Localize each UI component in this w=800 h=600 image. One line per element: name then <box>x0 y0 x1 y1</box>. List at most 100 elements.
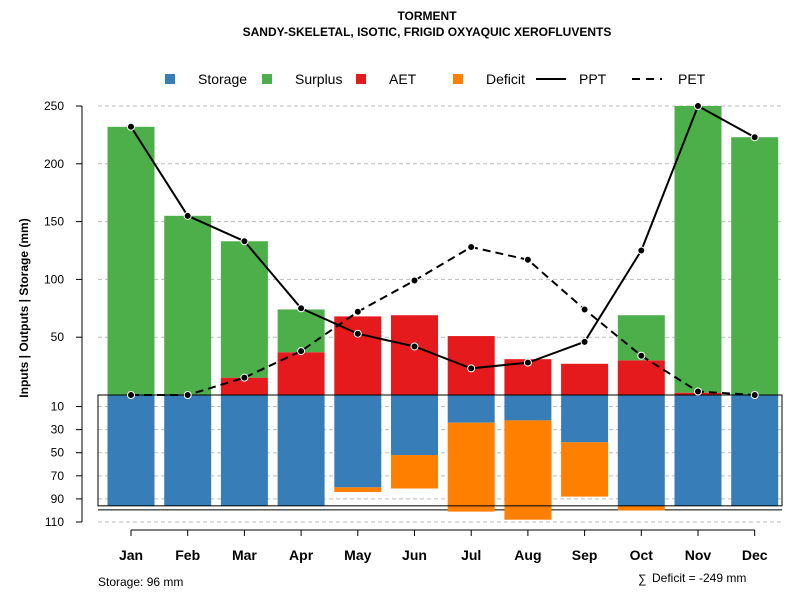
legend: Storage Surplus AET Deficit PPT PET <box>165 71 706 87</box>
bar-deficit <box>504 420 552 520</box>
x-tick-label: Sep <box>572 547 598 563</box>
bar-deficit <box>447 422 495 512</box>
legend-label-ppt: PPT <box>579 71 607 87</box>
bar-deficit <box>334 487 382 492</box>
bar-deficit <box>391 455 438 489</box>
y-tick-label: 50 <box>51 446 65 460</box>
y-tick-label: 90 <box>51 492 65 506</box>
ppt-line-point <box>353 329 362 338</box>
chart-subtitle: SANDY-SKELETAL, ISOTIC, FRIGID OXYAQUIC … <box>243 25 612 39</box>
bar-deficit <box>617 505 665 511</box>
ppt-line-point <box>297 304 306 313</box>
pet-line-point <box>467 243 476 252</box>
pet-line <box>131 245 755 396</box>
bar-aet <box>561 363 609 395</box>
x-tick-label: Apr <box>289 547 314 563</box>
storage-capacity-box <box>97 394 783 507</box>
bar-storage <box>617 395 665 506</box>
bar-storage <box>277 395 325 506</box>
legend-label-surplus: Surplus <box>295 71 342 87</box>
axes: 50 100 150 200 250 10 30 50 70 90 110 Jan Feb Mar Apr M… <box>44 99 768 563</box>
x-tick-label: Nov <box>685 547 712 563</box>
x-tick-label: Mar <box>232 547 257 563</box>
legend-swatch-storage <box>165 74 175 84</box>
bar-aet <box>334 316 382 395</box>
legend-label-storage: Storage <box>198 71 247 87</box>
x-tick-label: May <box>344 547 371 563</box>
y-tick-label: 70 <box>51 469 65 483</box>
bar-aet <box>391 315 438 395</box>
legend-label-aet: AET <box>389 71 417 87</box>
bar-surplus <box>277 309 325 353</box>
gridlines <box>98 105 782 523</box>
x-tick-label: Jan <box>119 547 143 563</box>
bar-surplus <box>107 126 155 396</box>
legend-label-pet: PET <box>678 71 706 87</box>
y-tick-label: 10 <box>51 400 65 414</box>
x-tick-label: Feb <box>175 547 200 563</box>
ppt-line-point <box>240 237 249 246</box>
bar-storage <box>107 395 155 506</box>
deficit-note: Deficit = -249 mm <box>652 571 746 585</box>
bar-storage <box>164 395 212 506</box>
pet-line-point <box>694 387 702 396</box>
x-tick-label: Dec <box>742 547 768 563</box>
ppt-line-point <box>694 102 702 110</box>
y-tick-label: 200 <box>44 157 64 171</box>
sum-icon: ∑ <box>638 572 647 586</box>
bar-surplus <box>731 137 779 395</box>
bar-storage <box>447 395 495 423</box>
bars <box>97 106 783 520</box>
y-tick-label: 150 <box>44 215 64 229</box>
bar-surplus <box>164 215 212 395</box>
bar-storage <box>391 395 438 456</box>
pet-line-point <box>183 391 192 399</box>
ppt-line-point <box>410 342 419 351</box>
pet-line-point <box>410 276 419 285</box>
ppt-line-point <box>580 337 589 346</box>
bar-storage <box>334 395 382 488</box>
bar-storage <box>504 395 552 421</box>
ppt-line-point <box>467 364 476 373</box>
pet-line-point <box>580 305 589 314</box>
bar-surplus <box>674 106 722 393</box>
y-tick-label: 100 <box>44 272 64 286</box>
pet-line-point <box>127 391 135 399</box>
y-tick-label: 30 <box>51 423 65 437</box>
y-tick-label: 50 <box>51 330 65 344</box>
ppt-line-point <box>750 133 759 142</box>
legend-swatch-aet <box>356 74 366 84</box>
bar-storage <box>561 395 609 443</box>
x-tick-label: Oct <box>630 547 654 563</box>
pet-line-point <box>353 307 362 316</box>
legend-label-deficit: Deficit <box>486 71 525 87</box>
chart-title: TORMENT <box>397 9 457 23</box>
bar-aet <box>220 377 268 395</box>
storage-note: Storage: 96 mm <box>98 575 183 589</box>
ppt-line-point <box>523 358 532 367</box>
y-axis-label: Inputs | Outputs | Storage (mm) <box>17 218 31 397</box>
x-tick-label: Aug <box>514 547 541 563</box>
series-lines <box>127 102 759 399</box>
bar-storage <box>731 395 779 506</box>
bar-storage <box>674 395 722 506</box>
ppt-line-point <box>637 246 646 255</box>
y-tick-label: 250 <box>44 99 64 113</box>
ppt-line-point <box>183 211 192 220</box>
ppt-line <box>130 104 756 370</box>
pet-line-point <box>297 347 306 356</box>
x-tick-label: Jun <box>402 547 427 563</box>
y-tick-label: 110 <box>45 515 64 529</box>
bar-surplus <box>220 241 268 378</box>
bar-storage <box>220 395 268 506</box>
ppt-line-point <box>127 122 135 131</box>
x-tick-label: Jul <box>461 547 481 563</box>
pet-line-point <box>637 351 646 360</box>
bar-deficit <box>561 442 609 497</box>
pet-line-point <box>523 255 532 264</box>
legend-swatch-deficit <box>453 74 463 84</box>
legend-swatch-surplus <box>262 74 272 84</box>
pet-line-point <box>750 391 759 399</box>
pet-line-point <box>240 373 249 382</box>
